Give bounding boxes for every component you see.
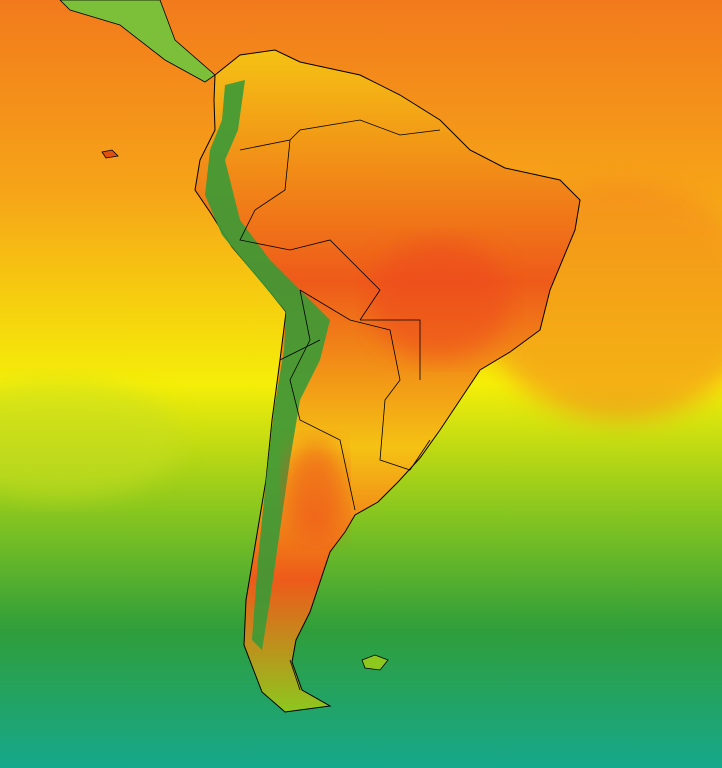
ocean-green-patch [0,380,180,500]
central-america [59,0,216,83]
country-borders [239,119,441,691]
hot-region-argentina [285,440,345,540]
andes-mountains [205,80,330,650]
falkland-islands [361,654,389,671]
hot-region-brazil [370,240,510,360]
galapagos-islands [101,149,119,159]
